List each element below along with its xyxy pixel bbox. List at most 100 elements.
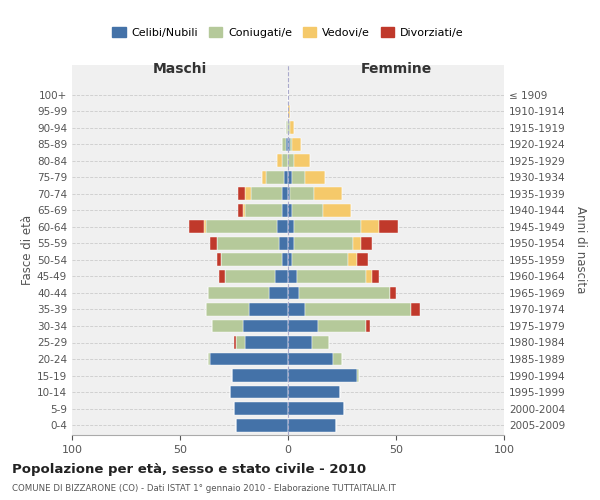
- Bar: [305, 303, 411, 316]
- Text: COMUNE DI BIZZARONE (CO) - Dati ISTAT 1° gennaio 2010 - Elaborazione TUTTAITALIA: COMUNE DI BIZZARONE (CO) - Dati ISTAT 1°…: [12, 484, 396, 493]
- Bar: [245, 204, 281, 217]
- Bar: [288, 220, 295, 234]
- Bar: [389, 286, 396, 300]
- Bar: [238, 204, 242, 217]
- Bar: [288, 402, 344, 415]
- Bar: [292, 254, 349, 266]
- Bar: [292, 204, 323, 217]
- Bar: [292, 171, 305, 184]
- Bar: [245, 336, 288, 349]
- Bar: [286, 138, 288, 150]
- Bar: [236, 336, 245, 349]
- Bar: [238, 188, 245, 200]
- Bar: [288, 138, 290, 150]
- Bar: [366, 320, 370, 332]
- Text: Femmine: Femmine: [361, 62, 431, 76]
- Bar: [288, 320, 318, 332]
- Bar: [217, 254, 221, 266]
- Bar: [372, 270, 379, 283]
- Bar: [266, 171, 284, 184]
- Bar: [295, 220, 361, 234]
- Bar: [232, 369, 288, 382]
- Bar: [288, 336, 312, 349]
- Bar: [234, 336, 236, 349]
- Bar: [281, 138, 286, 150]
- Bar: [411, 303, 420, 316]
- Bar: [312, 336, 329, 349]
- Bar: [277, 154, 281, 167]
- Bar: [361, 220, 379, 234]
- Bar: [221, 254, 281, 266]
- Y-axis label: Anni di nascita: Anni di nascita: [574, 206, 587, 294]
- Bar: [230, 386, 288, 398]
- Bar: [357, 369, 359, 382]
- Bar: [349, 254, 357, 266]
- Bar: [281, 154, 288, 167]
- Bar: [366, 270, 372, 283]
- Text: Maschi: Maschi: [153, 62, 207, 76]
- Bar: [318, 320, 366, 332]
- Legend: Celibi/Nubili, Coniugati/e, Vedovi/e, Divorziati/e: Celibi/Nubili, Coniugati/e, Vedovi/e, Di…: [108, 22, 468, 42]
- Bar: [210, 352, 288, 366]
- Bar: [290, 122, 295, 134]
- Bar: [281, 254, 288, 266]
- Bar: [379, 220, 398, 234]
- Bar: [295, 154, 310, 167]
- Bar: [323, 204, 350, 217]
- Bar: [288, 286, 299, 300]
- Bar: [288, 352, 334, 366]
- Bar: [288, 122, 290, 134]
- Bar: [208, 286, 269, 300]
- Bar: [288, 188, 290, 200]
- Bar: [353, 237, 361, 250]
- Bar: [288, 303, 305, 316]
- Bar: [275, 270, 288, 283]
- Bar: [288, 369, 357, 382]
- Bar: [245, 188, 251, 200]
- Bar: [242, 320, 288, 332]
- Bar: [334, 352, 342, 366]
- Bar: [288, 386, 340, 398]
- Bar: [288, 270, 296, 283]
- Bar: [234, 402, 288, 415]
- Bar: [305, 171, 325, 184]
- Bar: [361, 237, 372, 250]
- Bar: [217, 237, 280, 250]
- Bar: [288, 204, 292, 217]
- Bar: [288, 154, 295, 167]
- Bar: [296, 270, 366, 283]
- Bar: [284, 171, 288, 184]
- Bar: [204, 220, 206, 234]
- Bar: [206, 303, 249, 316]
- Bar: [251, 188, 281, 200]
- Bar: [288, 418, 335, 432]
- Bar: [295, 237, 353, 250]
- Bar: [314, 188, 342, 200]
- Bar: [212, 320, 242, 332]
- Bar: [277, 220, 288, 234]
- Bar: [208, 352, 210, 366]
- Text: Popolazione per età, sesso e stato civile - 2010: Popolazione per età, sesso e stato civil…: [12, 462, 366, 475]
- Bar: [281, 204, 288, 217]
- Bar: [288, 105, 290, 118]
- Bar: [281, 188, 288, 200]
- Bar: [210, 237, 217, 250]
- Bar: [288, 237, 295, 250]
- Bar: [249, 303, 288, 316]
- Bar: [219, 270, 226, 283]
- Bar: [290, 188, 314, 200]
- Bar: [188, 220, 204, 234]
- Y-axis label: Fasce di età: Fasce di età: [21, 215, 34, 285]
- Bar: [299, 286, 389, 300]
- Bar: [269, 286, 288, 300]
- Bar: [242, 204, 245, 217]
- Bar: [286, 122, 288, 134]
- Bar: [357, 254, 368, 266]
- Bar: [292, 138, 301, 150]
- Bar: [290, 138, 292, 150]
- Bar: [288, 254, 292, 266]
- Bar: [288, 171, 292, 184]
- Bar: [226, 270, 275, 283]
- Bar: [236, 418, 288, 432]
- Bar: [262, 171, 266, 184]
